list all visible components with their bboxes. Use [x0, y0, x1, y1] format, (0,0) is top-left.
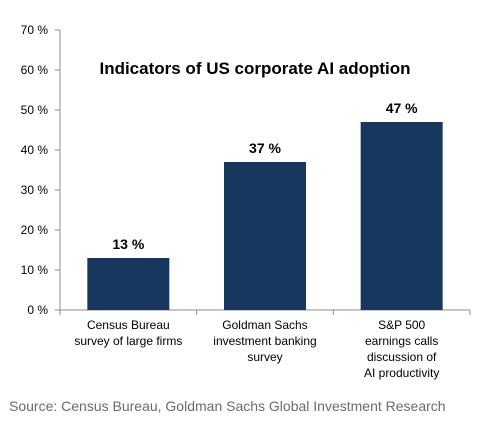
- category-labels: Census Bureau survey of large firms Goldma…: [74, 318, 439, 380]
- y-tick-label: 20 %: [21, 223, 49, 237]
- y-tick-label: 70 %: [21, 23, 49, 37]
- chart: 0 % 10 % 20 % 30 % 40 % 50 % 60 % 70 % Indicato…: [21, 23, 471, 380]
- data-labels: 13 % 37 % 47 %: [112, 100, 418, 252]
- y-tick-label: 30 %: [21, 183, 49, 197]
- y-tick-label: 50 %: [21, 103, 49, 117]
- x-axis: [59, 309, 471, 315]
- category-label: Goldman Sachs investment banking survey: [213, 318, 316, 364]
- y-tick-label: 0 %: [27, 303, 48, 317]
- chart-title: Indicators of US corporate AI adoption: [99, 59, 410, 78]
- source-note: Source: Census Bureau, Goldman Sachs Glo…: [9, 398, 446, 414]
- bar: [360, 122, 443, 310]
- bar: [224, 162, 306, 310]
- y-tick-label: 40 %: [21, 143, 49, 157]
- data-label: 37 %: [249, 140, 281, 156]
- y-axis: 0 % 10 % 20 % 30 % 40 % 50 % 60 % 70 %: [21, 23, 61, 317]
- data-label: 13 %: [112, 236, 144, 252]
- data-label: 47 %: [386, 100, 418, 116]
- category-label: S&P 500 earnings calls discussion of AI pro…: [364, 318, 439, 380]
- bars: [87, 122, 443, 310]
- y-tick-label: 10 %: [21, 263, 49, 277]
- y-tick-label: 60 %: [21, 63, 49, 77]
- category-label: Census Bureau survey of large firms: [74, 318, 182, 348]
- bar: [87, 258, 170, 310]
